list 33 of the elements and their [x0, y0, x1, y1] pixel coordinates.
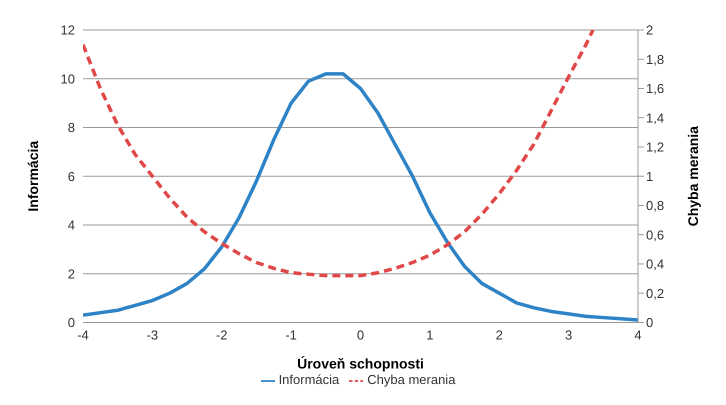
x-tick-label: 4 [634, 328, 642, 343]
y-tick-label: 4 [68, 218, 75, 233]
x-tick-label: -1 [285, 328, 297, 343]
y-tick-label: 6 [68, 168, 75, 184]
y2-tick-label: 0,4 [646, 256, 664, 272]
x-tick-label: 2 [496, 328, 503, 343]
x-tick-label: 3 [565, 328, 572, 343]
y-tick-label: 0 [68, 315, 75, 330]
y2-tick-label: 1,4 [646, 110, 664, 126]
y2-tick-label: 1,2 [646, 140, 664, 155]
y-tick-label: 2 [68, 266, 75, 282]
x-tick-label: -3 [146, 328, 158, 343]
y2-axis-title: Chyba merania [684, 126, 701, 226]
y2-tick-label: 1,8 [646, 52, 664, 67]
y-axis-title: Informácia [24, 140, 41, 212]
y2-tick-label: 0 [646, 315, 654, 330]
y2-tick-label: 0,8 [646, 198, 664, 214]
y-tick-label: 12 [60, 22, 75, 38]
legend-label: Chyba merania [367, 372, 456, 388]
x-axis-title: Úroveň schopnosti [297, 355, 424, 372]
x-tick-label: -4 [77, 328, 89, 343]
y-tick-label: 10 [60, 71, 75, 86]
x-tick-label: 0 [356, 328, 364, 343]
legend-label: Informácia [278, 372, 340, 388]
y2-tick-label: 0,6 [646, 227, 664, 242]
y-tick-label: 8 [68, 120, 75, 136]
line-series [83, 30, 595, 278]
x-tick-label: -2 [216, 328, 228, 343]
y2-tick-label: 2 [646, 22, 654, 38]
y2-tick-label: 0,2 [646, 286, 664, 301]
x-tick-label: 1 [426, 328, 434, 343]
y2-tick-label: 1,6 [646, 81, 664, 96]
y2-tick-label: 1 [646, 168, 654, 184]
